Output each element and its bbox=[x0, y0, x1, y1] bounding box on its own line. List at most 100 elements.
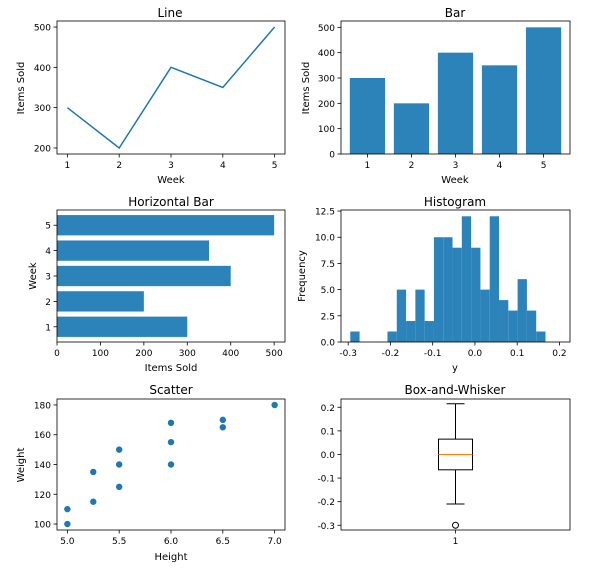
panel-bar-chart: Bar 1 2 3 4 5 0 100 200 300 400 500 Week Items So… bbox=[301, 6, 571, 186]
hbar bbox=[57, 291, 144, 312]
scatter-point bbox=[90, 468, 97, 476]
hbar-y-tick-label: 1 bbox=[45, 323, 51, 333]
scatter-point bbox=[115, 483, 123, 491]
histogram-bin bbox=[387, 331, 397, 342]
bar bbox=[525, 27, 562, 154]
hbar bbox=[57, 240, 209, 261]
hbar-chart-marks bbox=[57, 215, 275, 337]
histogram-y-tick-label: 7.5 bbox=[321, 260, 335, 270]
bar-x-tick-label: 2 bbox=[409, 161, 415, 171]
line-x-tick-label: 4 bbox=[220, 161, 226, 171]
histogram-frame bbox=[340, 209, 571, 343]
scatter-point bbox=[219, 424, 227, 431]
scatter-chart-marks bbox=[64, 401, 278, 528]
line-chart-y-ticks: 200 300 400 500 bbox=[34, 24, 57, 154]
bar-y-tick-label: 100 bbox=[318, 125, 335, 135]
scatter-x-tick-label: 6.0 bbox=[164, 537, 179, 547]
bar-chart-y-axis-label: Items Sold bbox=[301, 62, 312, 115]
line-y-tick-label: 200 bbox=[34, 144, 51, 154]
line-chart-title: Line bbox=[157, 6, 182, 20]
hbar bbox=[57, 215, 275, 236]
line-chart-frame bbox=[56, 20, 286, 155]
scatter-y-tick-label: 180 bbox=[34, 401, 51, 411]
scatter-point bbox=[167, 419, 175, 427]
histogram-bin bbox=[461, 216, 472, 342]
line-x-tick-label: 5 bbox=[272, 161, 278, 171]
histogram-bin bbox=[480, 289, 490, 342]
bar-y-tick-label: 0 bbox=[329, 151, 335, 161]
histogram-bin bbox=[508, 310, 518, 342]
scatter-point bbox=[115, 446, 123, 453]
box-y-tick-label: -0.1 bbox=[317, 475, 335, 485]
hbar-chart-title: Horizontal Bar bbox=[128, 195, 214, 209]
bar-x-tick-label: 5 bbox=[541, 161, 547, 171]
histogram-bin bbox=[471, 247, 481, 342]
histogram-bin bbox=[517, 279, 527, 342]
histogram-x-tick-label: -0.3 bbox=[339, 349, 357, 359]
scatter-chart-frame bbox=[56, 398, 286, 531]
hbar-x-tick-label: 400 bbox=[222, 349, 239, 359]
line-chart-x-ticks: 1 2 3 4 5 bbox=[64, 154, 278, 171]
line-chart-x-axis-label: Week bbox=[157, 175, 185, 186]
scatter-chart-y-ticks: 100 120 140 160 180 bbox=[34, 401, 57, 531]
histogram-bin bbox=[526, 310, 537, 342]
bar bbox=[393, 103, 430, 154]
bar-chart-y-ticks: 0 100 200 300 400 500 bbox=[318, 24, 341, 161]
box-outlier bbox=[452, 521, 459, 529]
hbar-chart-x-axis-label: Items Sold bbox=[145, 363, 198, 374]
box-plot-title: Box-and-Whisker bbox=[405, 383, 506, 397]
box-y-tick-label: -0.2 bbox=[317, 498, 335, 508]
scatter-point bbox=[90, 498, 97, 505]
scatter-x-tick-label: 5.0 bbox=[60, 537, 75, 547]
histogram-y-ticks: 0.0 2.5 5.0 7.5 10.0 12.5 bbox=[315, 208, 341, 349]
box-y-tick-label: -0.3 bbox=[317, 522, 335, 532]
bar-chart-title: Bar bbox=[445, 6, 466, 20]
scatter-point bbox=[219, 416, 227, 424]
histogram-y-tick-label: 0.0 bbox=[321, 339, 336, 349]
bar-x-tick-label: 1 bbox=[365, 161, 371, 171]
bar-y-tick-label: 400 bbox=[318, 49, 335, 59]
scatter-y-tick-label: 140 bbox=[34, 461, 51, 471]
histogram-bin bbox=[489, 216, 500, 342]
histogram-x-ticks: -0.3 -0.2 -0.1 0.0 0.1 0.2 bbox=[339, 342, 567, 359]
bar-y-tick-label: 200 bbox=[318, 100, 335, 110]
hbar-x-tick-label: 300 bbox=[179, 349, 196, 359]
histogram-x-axis-label: y bbox=[452, 363, 458, 374]
scatter-point bbox=[64, 520, 71, 528]
hbar-x-tick-label: 200 bbox=[135, 349, 152, 359]
scatter-x-tick-label: 5.5 bbox=[112, 537, 126, 547]
line-chart-marks bbox=[66, 26, 276, 150]
histogram-bin bbox=[452, 247, 462, 342]
hbar-y-tick-label: 4 bbox=[45, 247, 51, 257]
line-series bbox=[66, 26, 276, 150]
scatter-point bbox=[167, 461, 175, 468]
box-y-tick-label: 0.0 bbox=[321, 451, 336, 461]
hbar-chart-frame bbox=[56, 209, 286, 343]
panel-box-plot: Box-and-Whisker 1 -0.3 -0.2 -0.1 0.0 0.1 0.2 bbox=[317, 383, 571, 547]
bar-chart-frame bbox=[340, 20, 571, 155]
line-y-tick-label: 400 bbox=[34, 64, 51, 74]
scatter-point bbox=[115, 461, 123, 468]
histogram-y-axis-label: Frequency bbox=[297, 250, 308, 302]
bar-chart-x-axis-label: Week bbox=[441, 175, 469, 186]
histogram-y-tick-label: 2.5 bbox=[321, 312, 335, 322]
line-y-tick-label: 300 bbox=[34, 104, 51, 114]
histogram-bin bbox=[406, 321, 416, 342]
histogram-bin bbox=[424, 321, 434, 342]
bar-x-tick-label: 3 bbox=[453, 161, 459, 171]
scatter-point bbox=[167, 438, 175, 446]
bar-x-tick-label: 4 bbox=[497, 161, 503, 171]
histogram-x-tick-label: 0.0 bbox=[468, 349, 483, 359]
panel-scatter-chart: Scatter 5.0 5.5 6.0 6.5 7.0 100120140160180 … bbox=[16, 383, 286, 563]
histogram-bin bbox=[350, 331, 360, 342]
line-x-tick-label: 3 bbox=[168, 161, 174, 171]
histogram-x-tick-label: 0.1 bbox=[510, 349, 524, 359]
bar-y-tick-label: 500 bbox=[318, 24, 335, 34]
box-plot-frame bbox=[340, 398, 571, 531]
box-plot-x-ticks: 1 bbox=[453, 530, 458, 547]
hbar-x-tick-label: 0 bbox=[54, 349, 60, 359]
scatter-y-tick-label: 100 bbox=[34, 521, 51, 531]
hbar-x-tick-label: 500 bbox=[266, 349, 283, 359]
line-y-tick-label: 500 bbox=[34, 24, 51, 34]
